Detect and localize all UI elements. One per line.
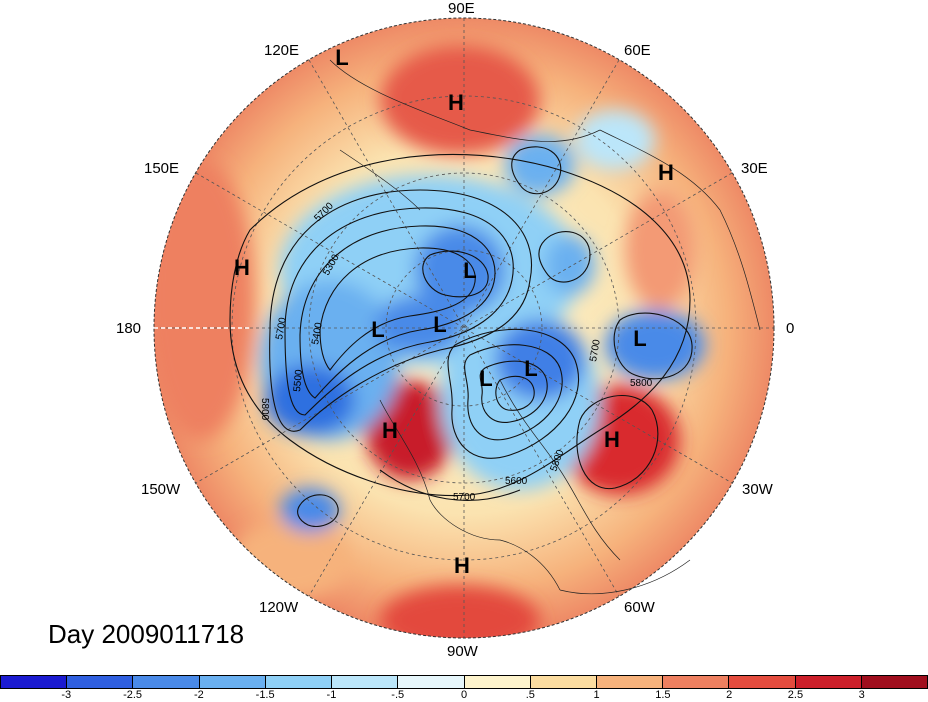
colorbar-segment (133, 676, 200, 688)
colorbar-segment (265, 676, 333, 688)
colorbar-segment (67, 676, 134, 688)
colorbar-segment (199, 676, 266, 688)
colorbar-tick-label: 3 (858, 689, 865, 701)
lon-label-120w: 120W (259, 599, 299, 616)
colorbar-segment (861, 676, 928, 688)
colorbar-ticks: -3 -2.5 -2 -1.5 -1 -.5 0 .5 1 1.5 2 2.5 3 (0, 689, 928, 702)
lon-label-90e: 90E (448, 0, 475, 17)
lon-label-90w: 90W (447, 643, 478, 660)
colorbar-tick-label: -1.5 (255, 689, 275, 701)
date-label: Day 2009011718 (48, 619, 245, 649)
pressure-center: L (633, 326, 646, 351)
contour-label: 5800 (259, 398, 270, 421)
height-contours (229, 146, 693, 527)
contour-label: 5600 (505, 476, 528, 487)
colorbar-tick-label: -2 (193, 689, 204, 701)
colorbar-tick-label: .5 (525, 689, 535, 701)
contour-label: 5700 (588, 338, 603, 362)
lon-label-30e: 30E (741, 160, 768, 177)
pressure-center: H (382, 418, 398, 443)
pressure-center: H (234, 255, 250, 280)
colorbar-tick-label: -2.5 (123, 689, 143, 701)
colorbar-tick-label: 1 (593, 689, 600, 701)
colorbar-segment (530, 676, 597, 688)
pressure-center: H (454, 553, 470, 578)
colorbar-tick-label: -1 (326, 689, 337, 701)
pressure-center: H (604, 427, 620, 452)
pressure-center: H (448, 90, 464, 115)
lon-label-0: 0 (786, 320, 795, 337)
lon-label-30w: 30W (742, 481, 773, 498)
contour-label: 5500 (292, 369, 305, 393)
contour-label: 5700 (453, 492, 476, 503)
colorbar-tick-label: 2 (726, 689, 733, 701)
colorbar-segment (332, 676, 399, 688)
pressure-center-labels: L H H H L L L L L L H H H (234, 45, 674, 578)
pressure-center: L (433, 312, 446, 337)
colorbar-segment (663, 676, 730, 688)
pressure-center: H (658, 160, 674, 185)
colorbar-segment (795, 676, 862, 688)
colorbar-segment (398, 676, 465, 688)
coastlines (329, 59, 761, 595)
contour-label: 5700 (274, 316, 289, 340)
colorbar-tick-label: 2.5 (787, 689, 804, 701)
lon-label-150e: 150E (144, 160, 180, 177)
colorbar-tick-label: 1.5 (655, 689, 671, 701)
colorbar-segment (596, 676, 664, 688)
colorbar-segment (464, 676, 531, 688)
lon-label-150w: 150W (141, 481, 181, 498)
lon-label-60w: 60W (624, 599, 655, 616)
lon-label-120e: 120E (264, 42, 300, 59)
colorbar-tick-label: -.5 (391, 689, 405, 701)
contour-label: 5400 (310, 321, 325, 345)
lon-label-180: 180 (116, 320, 142, 337)
colorbar-segment (729, 676, 796, 688)
colorbar-tick-label: 0 (460, 689, 468, 701)
pressure-center: L (479, 366, 492, 391)
pressure-center: L (524, 356, 537, 381)
pressure-center: L (371, 317, 384, 342)
colorbar-tick-label: -3 (61, 689, 72, 701)
contour-labels: 5700 5300 5700 5400 5500 5800 5800 5700 … (259, 200, 653, 503)
pressure-center: L (335, 45, 348, 70)
contour-label: 5800 (630, 378, 653, 389)
colorbar (0, 675, 928, 689)
pressure-center: L (463, 258, 476, 283)
colorbar-segment (1, 676, 68, 688)
lon-label-60e: 60E (624, 42, 651, 59)
polar-map: L H H H L L L L L L H H H 5700 5300 5700… (153, 17, 775, 639)
map-boundary (153, 17, 775, 639)
